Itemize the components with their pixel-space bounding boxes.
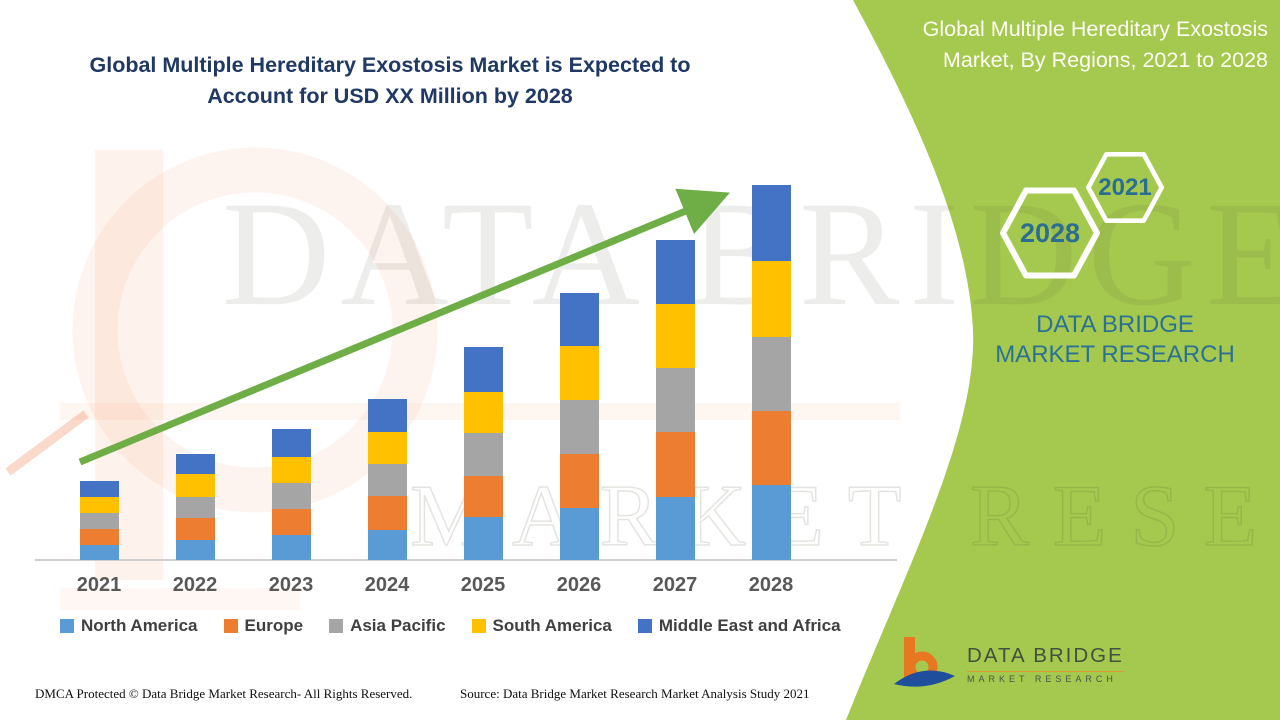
- hexagon-year-2028: 2028: [1019, 217, 1081, 248]
- x-label-2021: 2021: [76, 574, 122, 596]
- segment-middle-east-and-africa-2021: [79, 481, 119, 497]
- segment-middle-east-and-africa-2028: [751, 185, 791, 261]
- legend-swatch-icon: [329, 619, 344, 633]
- logo-divider: [967, 671, 1124, 672]
- legend-swatch-icon: [223, 619, 238, 633]
- databridge-logo-icon: [894, 637, 955, 687]
- bar-2023: [271, 429, 311, 560]
- segment-north-america-2021: [79, 545, 119, 560]
- segment-europe-2024: [367, 496, 407, 530]
- company-logo: DATA BRIDGE MARKET RESEARCH: [893, 636, 1124, 692]
- bar-2027: [655, 240, 695, 560]
- bar-2028: [751, 185, 791, 560]
- segment-south-america-2025: [463, 392, 503, 433]
- legend-label: Europe: [244, 616, 304, 635]
- segment-asia-pacific-2022: [175, 497, 215, 518]
- segment-north-america-2024: [367, 530, 407, 560]
- stacked-bar-chart: 2021 2022 2023 2024 2025 2026 2027 2028: [35, 185, 897, 596]
- segment-north-america-2027: [655, 497, 695, 560]
- legend-item-asia-pacific: Asia Pacific: [329, 616, 446, 636]
- legend-item-south-america: South America: [471, 616, 612, 636]
- segment-europe-2025: [463, 476, 503, 517]
- segment-north-america-2025: [463, 517, 503, 560]
- x-label-2027: 2027: [652, 574, 698, 596]
- legend-item-north-america: North America: [60, 616, 198, 636]
- hexagon-badge-2021: 2021: [1083, 152, 1167, 223]
- x-label-2028: 2028: [748, 574, 794, 596]
- legend-swatch-icon: [471, 619, 486, 633]
- segment-asia-pacific-2028: [751, 337, 791, 411]
- chart-legend: North America Europe Asia Pacific South Ame…: [60, 616, 841, 636]
- segment-europe-2028: [751, 411, 791, 485]
- segment-south-america-2026: [559, 346, 599, 400]
- segment-south-america-2022: [175, 474, 215, 497]
- x-label-2025: 2025: [460, 574, 506, 596]
- legend-label: Middle East and Africa: [658, 616, 841, 635]
- segment-asia-pacific-2025: [463, 433, 503, 476]
- segment-europe-2021: [79, 529, 119, 545]
- legend-label: North America: [81, 616, 198, 635]
- x-axis-line: [35, 559, 897, 561]
- brand-wordmark: DATA BRIDGE MARKET RESEARCH: [995, 311, 1235, 368]
- segment-middle-east-and-africa-2024: [367, 399, 407, 432]
- segment-south-america-2024: [367, 432, 407, 464]
- segment-middle-east-and-africa-2025: [463, 347, 503, 392]
- hexagon-year-2021: 2021: [1098, 173, 1152, 201]
- segment-europe-2022: [175, 518, 215, 540]
- segment-south-america-2023: [271, 457, 311, 483]
- legend-swatch-icon: [60, 619, 74, 633]
- dmca-notice: DMCA Protected © Data Bridge Market Rese…: [35, 686, 413, 701]
- segment-asia-pacific-2027: [655, 368, 695, 432]
- panel-title: Global Multiple Hereditary Exostosis Mar…: [848, 14, 1268, 76]
- segment-asia-pacific-2023: [271, 483, 311, 509]
- page-title: Global Multiple Hereditary Exostosis Mar…: [40, 50, 740, 112]
- segment-middle-east-and-africa-2026: [559, 293, 599, 346]
- segment-south-america-2027: [655, 304, 695, 368]
- legend-label: South America: [492, 616, 612, 635]
- segment-asia-pacific-2024: [367, 464, 407, 496]
- segment-europe-2023: [271, 509, 311, 535]
- legend-item-europe: Europe: [223, 616, 304, 636]
- page-title-line1: Global Multiple Hereditary Exostosis Mar…: [89, 53, 691, 77]
- legend-swatch-icon: [637, 619, 652, 633]
- hexagon-outline-icon: [1000, 187, 1100, 279]
- source-citation: Source: Data Bridge Market Research Mark…: [460, 686, 810, 701]
- hexagon-badge-2028: 2028: [1000, 187, 1100, 279]
- x-label-2023: 2023: [268, 574, 314, 596]
- segment-asia-pacific-2021: [79, 513, 119, 529]
- panel-title-line2: Market, By Regions, 2021 to 2028: [942, 48, 1268, 72]
- logo-title: DATA BRIDGE: [967, 644, 1124, 667]
- hexagon-outline-icon: [1085, 152, 1165, 223]
- page-title-line2: Account for USD XX Million by 2028: [207, 84, 573, 108]
- bar-2026: [559, 293, 599, 560]
- segment-middle-east-and-africa-2027: [655, 240, 695, 304]
- segment-europe-2027: [655, 432, 695, 497]
- segment-north-america-2028: [751, 485, 791, 560]
- bar-2022: [175, 454, 215, 560]
- legend-label: Asia Pacific: [350, 616, 446, 635]
- logo-subtitle: MARKET RESEARCH: [967, 674, 1117, 684]
- watermark-marketresearch: MARKET RESEARCH: [409, 467, 1280, 566]
- segment-south-america-2028: [751, 261, 791, 337]
- segment-north-america-2023: [271, 535, 311, 560]
- x-label-2026: 2026: [556, 574, 602, 596]
- x-label-2024: 2024: [364, 574, 410, 596]
- bar-2024: [367, 399, 407, 560]
- segment-europe-2026: [559, 454, 599, 508]
- segment-asia-pacific-2026: [559, 400, 599, 454]
- segment-north-america-2026: [559, 508, 599, 560]
- segment-middle-east-and-africa-2023: [271, 429, 311, 457]
- segment-north-america-2022: [175, 540, 215, 560]
- segment-middle-east-and-africa-2022: [175, 454, 215, 474]
- segment-south-america-2021: [79, 497, 119, 513]
- panel-title-line1: Global Multiple Hereditary Exostosis: [922, 17, 1268, 41]
- x-label-2022: 2022: [172, 574, 218, 596]
- bar-2025: [463, 347, 503, 560]
- legend-item-middle-east-and-africa: Middle East and Africa: [637, 616, 841, 636]
- bar-2021: [79, 481, 119, 560]
